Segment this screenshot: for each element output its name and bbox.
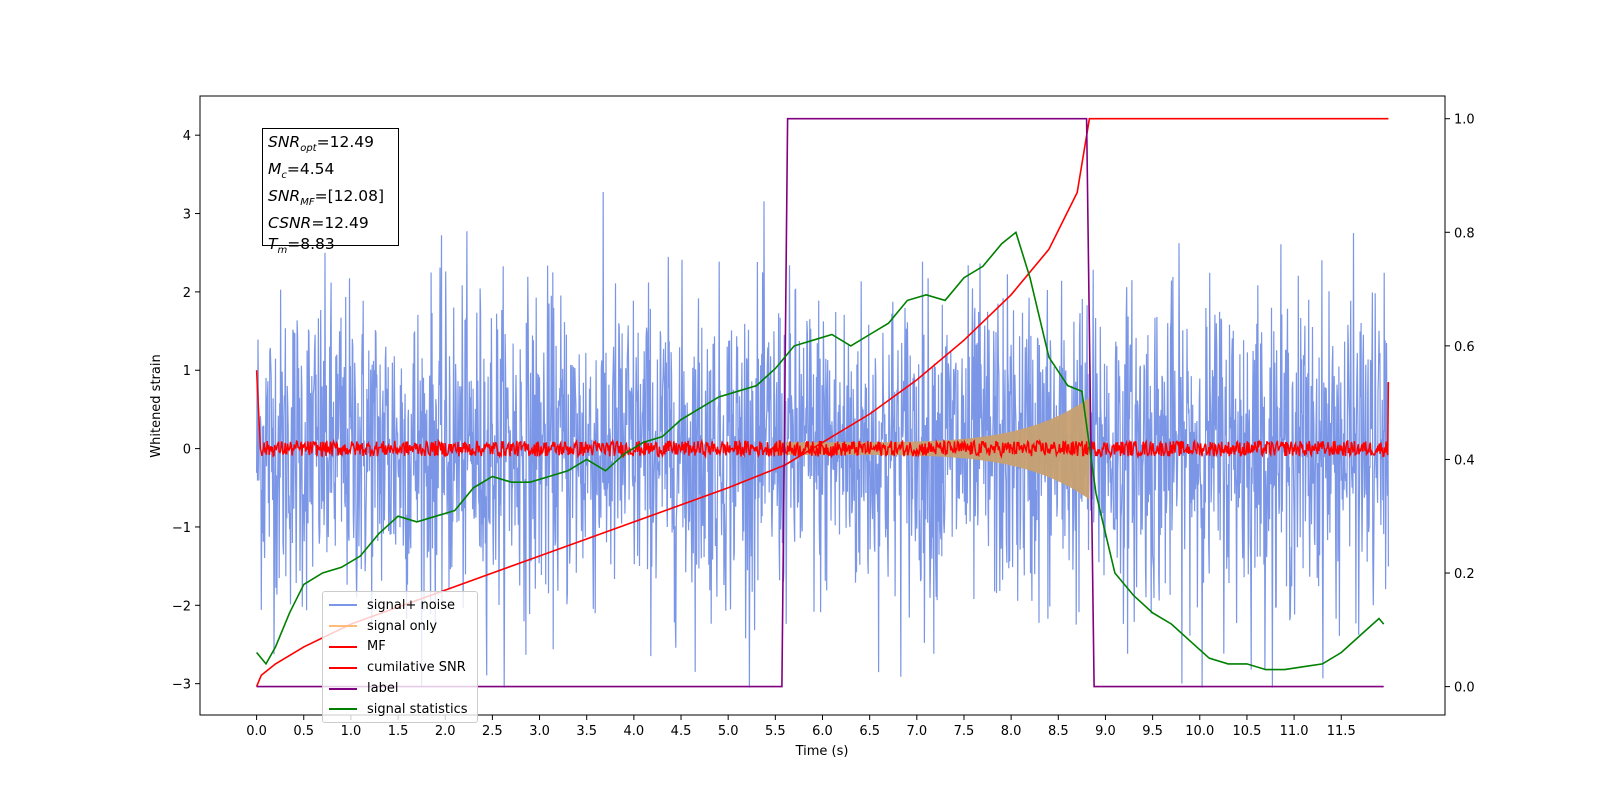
legend-label: signal only	[367, 618, 438, 634]
x-tick-label: 9.0	[1095, 724, 1116, 739]
legend-swatch	[329, 666, 357, 669]
y2-tick-label: 0.6	[1454, 340, 1475, 355]
y2-tick-label: 0.0	[1454, 681, 1475, 696]
snr-opt-line: SNRopt=12.49	[268, 133, 374, 155]
x-axis-label: Time (s)	[795, 744, 849, 759]
y-tick-label: 1	[183, 364, 191, 379]
x-tick-label: 4.5	[671, 724, 692, 739]
x-tick-label: 6.0	[812, 724, 833, 739]
legend-swatch	[329, 708, 357, 711]
series-label	[256, 117, 1384, 688]
x-tick-label: 11.5	[1327, 724, 1356, 739]
x-tick-label: 2.0	[435, 724, 456, 739]
legend-label: cumilative SNR	[367, 660, 466, 676]
x-tick-label: 4.0	[624, 724, 645, 739]
legend-item: signal only	[329, 616, 477, 637]
x-tick-label: 0.0	[246, 724, 267, 739]
y-tick-label: 4	[183, 129, 191, 144]
x-tick-label: 7.0	[906, 724, 927, 739]
snr-mf-value: =[12.08]	[314, 187, 385, 206]
legend-item: label	[329, 678, 477, 699]
metrics-annotation-box: SNRopt=12.49 Mc=4.54 SNRMF=[12.08] CSNR=…	[262, 128, 399, 256]
tm-line: Tm=8.83	[268, 235, 335, 257]
y-tick-label: −2	[172, 599, 191, 614]
x-tick-label: 11.0	[1280, 724, 1309, 739]
x-tick-label: 1.0	[341, 724, 362, 739]
snr-opt-value: =12.49	[316, 133, 374, 151]
legend-label: label	[367, 681, 399, 697]
y2-tick-label: 1.0	[1454, 113, 1475, 128]
x-tick-label: 5.0	[718, 724, 739, 739]
x-tick-label: 7.5	[954, 724, 975, 739]
legend-item: signal statistics	[329, 699, 477, 720]
y-tick-label: 3	[183, 208, 191, 223]
series-cumulative-snr	[255, 117, 1389, 687]
x-tick-label: 6.5	[859, 724, 880, 739]
y-tick-label: −3	[172, 678, 191, 693]
snr-mf-line: SNRMF=[12.08]	[268, 187, 385, 209]
csnr-line: CSNR=12.49	[268, 214, 369, 233]
csnr-value: =12.49	[311, 214, 369, 233]
x-tick-label: 10.5	[1232, 724, 1261, 739]
x-tick-label: 3.0	[529, 724, 550, 739]
x-tick-label: 2.5	[482, 724, 503, 739]
x-tick-label: 9.5	[1142, 724, 1163, 739]
legend-label: signal statistics	[367, 701, 468, 717]
x-tick-label: 1.5	[388, 724, 409, 739]
y2-tick-label: 0.8	[1454, 226, 1475, 241]
legend-swatch	[329, 604, 357, 607]
mc-value: =4.54	[286, 160, 335, 179]
legend-item: signal+ noise	[329, 595, 477, 616]
legend-item: MF	[329, 637, 477, 658]
y-axis-label: Whitened strain	[149, 354, 164, 457]
tm-value: =8.83	[287, 235, 335, 254]
y-tick-label: −1	[172, 521, 191, 536]
x-tick-label: 3.5	[576, 724, 597, 739]
x-tick-label: 10.0	[1185, 724, 1214, 739]
legend-label: MF	[367, 639, 386, 655]
x-tick-label: 0.5	[293, 724, 314, 739]
x-tick-label: 8.5	[1048, 724, 1069, 739]
y-tick-label: 2	[183, 286, 191, 301]
legend-swatch	[329, 687, 357, 690]
legend-item: cumilative SNR	[329, 657, 477, 678]
y-tick-label: 0	[183, 443, 191, 458]
series-signal-statistics	[255, 230, 1385, 671]
legend-swatch	[329, 645, 357, 648]
mc-line: Mc=4.54	[268, 160, 335, 182]
x-tick-label: 5.5	[765, 724, 786, 739]
legend: signal+ noise signal only MF cumilative …	[322, 591, 478, 723]
x-tick-label: 8.0	[1001, 724, 1022, 739]
series-mf	[255, 370, 1390, 459]
legend-swatch	[329, 625, 357, 628]
y2-tick-label: 0.2	[1454, 567, 1475, 582]
plot-area	[255, 117, 1390, 688]
y2-tick-label: 0.4	[1454, 453, 1475, 468]
axis-ticks: 0.0 0.5 1.0 1.5 2.0 2.5 3.0 3.5 4.0 4.5 5.0 5.5 6.0 6…	[172, 113, 1475, 739]
legend-label: signal+ noise	[367, 597, 456, 613]
